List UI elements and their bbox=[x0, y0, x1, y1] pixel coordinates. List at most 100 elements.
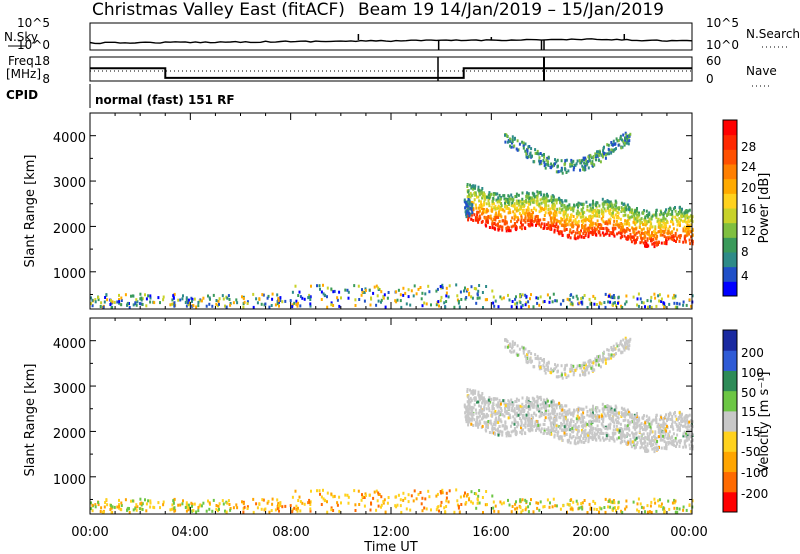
velocity-echo bbox=[602, 354, 605, 358]
velocity-echo bbox=[626, 339, 629, 343]
velocity-echo bbox=[664, 415, 667, 419]
velocity-echo bbox=[643, 423, 646, 427]
power-echo bbox=[625, 136, 628, 139]
velocity-echo bbox=[592, 406, 595, 410]
power-echo bbox=[575, 294, 578, 298]
power-echo bbox=[539, 152, 542, 155]
velocity-echo bbox=[485, 407, 488, 411]
velocity-echo bbox=[496, 429, 499, 432]
velocity-echo bbox=[590, 436, 593, 440]
power-echo bbox=[482, 192, 485, 195]
power-echo bbox=[551, 164, 554, 168]
velocity-echo bbox=[592, 408, 595, 412]
velocity-echo bbox=[673, 498, 676, 502]
power-echo bbox=[621, 235, 623, 239]
power-echo bbox=[297, 294, 300, 297]
power-echo bbox=[533, 219, 536, 223]
power-echo bbox=[503, 194, 506, 198]
power-echo bbox=[488, 202, 491, 206]
velocity-echo bbox=[617, 421, 620, 425]
velocity-echo bbox=[581, 363, 584, 367]
velocity-echo bbox=[581, 369, 584, 373]
velocity-echo bbox=[646, 432, 649, 436]
velocity-echo bbox=[558, 412, 561, 416]
power-echo bbox=[500, 202, 503, 205]
power-echo bbox=[497, 228, 500, 232]
power-echo bbox=[438, 304, 440, 308]
power-echo bbox=[583, 166, 586, 170]
velocity-echo bbox=[632, 417, 635, 421]
power-echo bbox=[358, 298, 361, 301]
power-echo bbox=[490, 217, 493, 221]
velocity-echo bbox=[441, 488, 444, 492]
velocity-echo bbox=[484, 421, 487, 425]
velocity-echo bbox=[645, 446, 648, 450]
power-echo bbox=[298, 290, 301, 294]
power-echo bbox=[474, 203, 477, 207]
velocity-echo bbox=[465, 416, 468, 420]
velocity-echo bbox=[496, 412, 498, 415]
power-echo bbox=[522, 146, 525, 150]
velocity-echo bbox=[537, 422, 539, 426]
power-echo bbox=[478, 193, 481, 197]
velocity-echo bbox=[647, 425, 650, 428]
velocity-echo bbox=[610, 407, 613, 411]
velocity-echo bbox=[279, 504, 282, 507]
power-echo bbox=[582, 156, 585, 160]
power-echo bbox=[604, 292, 607, 296]
vel-cbar-tick-m100: -100 bbox=[741, 466, 768, 480]
velocity-echo bbox=[517, 406, 520, 410]
velocity-echo bbox=[577, 424, 580, 428]
velocity-echo bbox=[660, 502, 663, 506]
power-echo bbox=[519, 294, 522, 298]
power-echo bbox=[566, 213, 569, 217]
velocity-echo bbox=[438, 509, 440, 513]
power-echo bbox=[435, 289, 438, 293]
velocity-echo bbox=[505, 405, 508, 409]
velocity-echo bbox=[604, 361, 607, 365]
velocity-echo bbox=[490, 422, 493, 426]
power-echo bbox=[616, 139, 619, 143]
velocity-echo bbox=[497, 415, 500, 419]
velocity-echo bbox=[139, 497, 142, 501]
velocity-echo bbox=[557, 430, 560, 434]
velocity-echo bbox=[606, 411, 609, 415]
power-echo bbox=[557, 170, 560, 174]
velocity-echo bbox=[625, 499, 628, 503]
colorbar-cell bbox=[723, 134, 737, 150]
velocity-echo bbox=[546, 399, 549, 403]
velocity-echo bbox=[592, 427, 595, 431]
power-echo bbox=[601, 209, 603, 213]
power-echo bbox=[592, 199, 594, 203]
velocity-echo bbox=[547, 409, 550, 413]
power-echo bbox=[539, 191, 542, 195]
velocity-echo bbox=[120, 501, 123, 505]
power-echo bbox=[663, 222, 666, 226]
velocity-echo bbox=[582, 411, 585, 415]
velocity-echo bbox=[559, 426, 562, 430]
power-echo bbox=[673, 296, 676, 300]
power-echo bbox=[550, 211, 553, 215]
power-echo bbox=[550, 227, 553, 231]
velocity-echo bbox=[322, 488, 324, 492]
velocity-echo bbox=[572, 500, 575, 504]
velocity-echo bbox=[525, 400, 528, 403]
velocity-echo bbox=[567, 439, 569, 443]
velocity-echo bbox=[625, 413, 628, 417]
velocity-echo bbox=[109, 508, 112, 511]
power-ytick-3000: 3000 bbox=[53, 176, 86, 191]
power-echo bbox=[515, 295, 517, 299]
power-echo bbox=[128, 306, 131, 309]
velocity-echo bbox=[618, 427, 621, 431]
velocity-echo bbox=[538, 415, 541, 419]
velocity-echo bbox=[141, 502, 144, 506]
power-echo bbox=[421, 291, 424, 295]
power-echo bbox=[284, 299, 287, 303]
power-echo bbox=[608, 152, 610, 156]
velocity-echo bbox=[635, 436, 638, 440]
power-echo bbox=[531, 191, 534, 195]
velocity-echo bbox=[361, 493, 363, 497]
power-echo bbox=[486, 209, 489, 213]
power-echo bbox=[529, 297, 531, 301]
power-echo bbox=[688, 232, 690, 236]
